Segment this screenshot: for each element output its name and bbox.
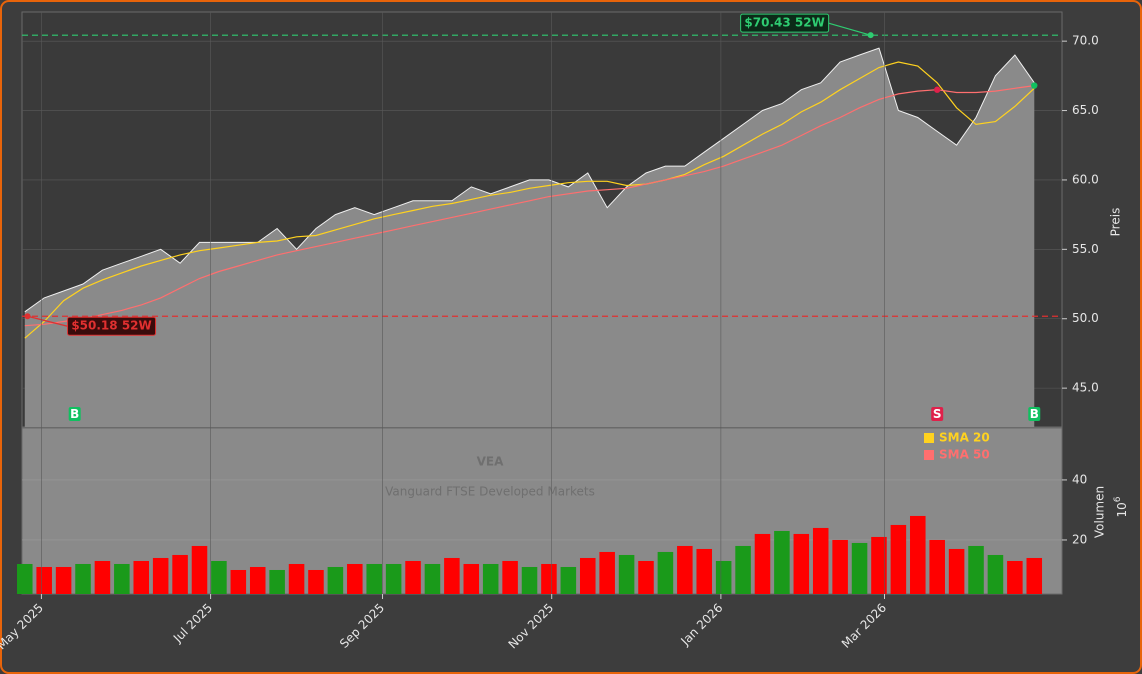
volume-bar [851, 542, 868, 594]
legend-label: SMA 20 [939, 431, 990, 445]
volume-bar [735, 545, 751, 594]
volume-bar [424, 563, 441, 594]
sma-line [24, 85, 1035, 327]
signal-badge [931, 407, 944, 421]
volume-bar [269, 569, 285, 594]
y-axis-label: Volumen [1093, 486, 1107, 538]
volume-bar [502, 560, 518, 594]
legend-swatch [924, 450, 934, 460]
signal-dot [1031, 82, 1038, 89]
volume-bar [657, 551, 674, 594]
y-tick-label: 60.0 [1072, 172, 1099, 186]
signal-badge [1028, 407, 1041, 421]
signal-label: B [1030, 407, 1039, 421]
volume-bar [890, 524, 907, 594]
volume-bar [677, 545, 693, 594]
y-tick-label: 55.0 [1072, 242, 1099, 256]
volume-bar [482, 563, 499, 594]
annotation-label: $50.18 52W [71, 319, 151, 333]
volume-bar [754, 533, 771, 594]
y-tick-label: 50.0 [1072, 311, 1099, 325]
volume-bar [133, 560, 150, 594]
legend-swatch [924, 433, 934, 443]
volume-bar [75, 563, 91, 594]
subtitle-watermark: Vanguard FTSE Developed Markets [385, 485, 595, 499]
volume-bar [521, 566, 538, 594]
volume-bar [832, 539, 848, 594]
sma-line [24, 61, 1035, 339]
volume-bar [638, 560, 654, 594]
scale-base: 10 [1115, 502, 1129, 517]
volume-bar [968, 545, 984, 594]
scale-exponent: 6 [1113, 496, 1123, 502]
signal-badge [68, 407, 81, 421]
ticker-watermark: VEA [477, 455, 504, 469]
volume-bar [463, 563, 480, 594]
signal-dot [934, 86, 941, 93]
volume-bar [385, 563, 402, 594]
price-line [24, 47, 1035, 313]
volume-bar [308, 569, 324, 594]
volume-bar [347, 563, 363, 594]
y-tick-label: 65.0 [1072, 103, 1099, 117]
volume-bar [17, 563, 33, 594]
annotation-box [67, 316, 157, 336]
volume-bar [910, 515, 926, 594]
volume-bar [579, 557, 596, 594]
volume-bar [191, 545, 208, 594]
volume-bar [948, 548, 965, 594]
volume-bar [1007, 560, 1023, 594]
volume-bar [444, 557, 460, 594]
y-axis-label: Preis [1109, 208, 1123, 237]
y-tick-label: 40 [1072, 472, 1087, 486]
volume-bar [618, 554, 635, 594]
signal-label: B [70, 407, 79, 421]
annotation-box [740, 13, 830, 33]
annotation-arrow [828, 22, 871, 36]
volume-bar [541, 563, 557, 594]
volume-bar [327, 566, 344, 594]
y-tick-label: 45.0 [1072, 381, 1099, 395]
volume-bar [696, 548, 713, 594]
volume-bar [152, 557, 169, 594]
y-tick-label: 70.0 [1072, 34, 1099, 48]
volume-bar [774, 530, 790, 594]
annotation-label: $70.43 52W [744, 16, 824, 30]
volume-bar [987, 554, 1004, 594]
volume-bar [114, 563, 130, 594]
volume-bar [1026, 557, 1043, 594]
volume-bar [405, 560, 421, 594]
scale-label: 106 [1113, 496, 1129, 517]
volume-bar [55, 566, 72, 594]
volume-bar [249, 566, 266, 594]
y-tick-label: 20 [1072, 532, 1087, 546]
legend-label: SMA 50 [939, 448, 990, 462]
signal-label: S [933, 407, 942, 421]
volume-bar [288, 563, 305, 594]
volume-bar [36, 566, 52, 594]
volume-bar [715, 560, 732, 594]
volume-bar [94, 560, 111, 594]
volume-bar [793, 533, 810, 594]
volume-bar [230, 569, 247, 594]
volume-bar [599, 551, 615, 594]
volume-bar [812, 527, 829, 594]
price-area [24, 48, 1035, 427]
volume-bar [172, 554, 188, 594]
volume-bar [929, 539, 945, 594]
volume-bar [560, 566, 577, 594]
volume-bar [366, 563, 382, 594]
annotation-arrow [27, 315, 68, 327]
volume-bar [211, 560, 227, 594]
volume-bar [871, 536, 887, 594]
